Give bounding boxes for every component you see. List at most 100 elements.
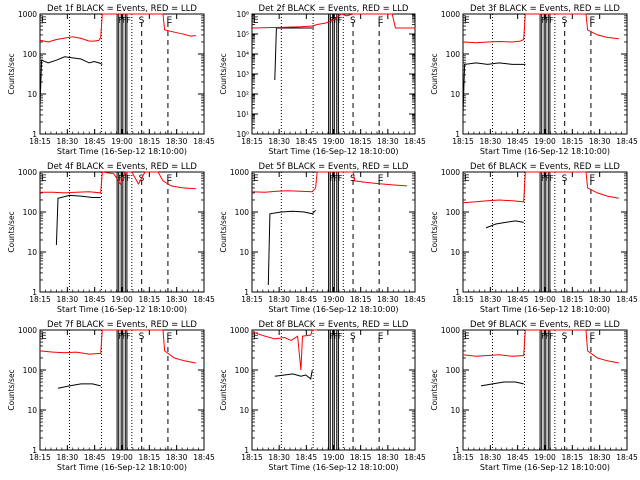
y-tick-label: 10 (239, 248, 249, 257)
x-tick-label: 18:30 (268, 137, 290, 146)
y-tick-label: 10² (236, 90, 249, 99)
x-tick-label: 18:15 (350, 137, 372, 146)
x-tick-label: 18:30 (480, 295, 502, 304)
x-tick-label: 18:30 (57, 453, 79, 462)
y-tick-label: 10⁰ (236, 130, 249, 139)
y-tick-label: 10 (450, 90, 460, 99)
lld-series-line (251, 329, 318, 371)
y-tick-label: 10⁴ (236, 50, 249, 59)
x-tick-label: 18:45 (616, 295, 638, 304)
x-axis-label: Start Time (16-Sep-12 18:10:00) (480, 147, 610, 156)
panel-title: Det 2f BLACK = Events, RED = LLD (259, 4, 409, 14)
x-tick-label: 18:15 (452, 295, 474, 304)
marker-label: F (126, 174, 131, 183)
x-tick-label: 18:30 (377, 453, 399, 462)
y-axis-label: Counts/sec (7, 211, 16, 252)
events-series-line (267, 209, 316, 286)
marker-label: E (378, 16, 384, 26)
panel-2: Det 2f BLACK = Events, RED = LLD 10⁰ 10¹ 10… (219, 4, 426, 156)
y-tick-label: 1 (455, 446, 460, 455)
y-tick-label: 1000 (18, 326, 37, 335)
x-tick-label: 18:30 (166, 295, 188, 304)
x-tick-label: 18:15 (350, 295, 372, 304)
plot-frame (462, 329, 628, 451)
x-tick-label: 18:30 (480, 453, 502, 462)
marker-label: F (118, 16, 123, 25)
lld-series-line (462, 13, 619, 44)
y-tick-label: 1000 (441, 168, 460, 177)
x-tick-label: 18:45 (193, 137, 215, 146)
x-tick-label: 18:45 (296, 137, 318, 146)
marker-label: F (549, 174, 554, 183)
events-series-line (55, 194, 101, 246)
events-series-line (274, 27, 314, 81)
events-series-line (462, 62, 526, 115)
y-tick-label: 1 (455, 130, 460, 139)
marker-label: S (139, 16, 145, 26)
x-axis-label: Start Time (16-Sep-12 18:10:00) (57, 463, 187, 472)
y-tick-label: 10⁵ (236, 30, 249, 39)
plot-frame (462, 13, 628, 135)
y-tick-label: 1000 (230, 326, 249, 335)
panel-title: Det 4f BLACK = Events, RED = LLD (47, 162, 197, 172)
x-tick-label: 18:45 (296, 295, 318, 304)
x-tick-label: 18:15 (139, 137, 161, 146)
marker-label: S (139, 332, 145, 342)
x-tick-label: 18:30 (589, 137, 611, 146)
marker-label: F (338, 16, 343, 25)
x-tick-label: 18:30 (166, 137, 188, 146)
x-axis-label: Start Time (16-Sep-12 18:10:00) (268, 305, 398, 314)
marker-label: F (330, 174, 335, 183)
marker-label: E (589, 332, 595, 342)
marker-label: E (253, 332, 259, 342)
plot-frame (39, 329, 205, 451)
x-tick-label: 18:15 (452, 453, 474, 462)
lld-series-line (251, 13, 415, 29)
x-axis-label: Start Time (16-Sep-12 18:10:00) (57, 147, 187, 156)
y-axis-label: Counts/sec (430, 53, 439, 94)
y-tick-label: 100 (446, 50, 461, 59)
marker-label: F (545, 174, 550, 183)
marker-label: F (126, 332, 131, 341)
x-tick-label: 18:30 (57, 137, 79, 146)
marker-label: S (562, 16, 568, 26)
y-tick-label: 1000 (230, 168, 249, 177)
x-tick-label: 18:30 (268, 295, 290, 304)
panel-5: Det 5f BLACK = Events, RED = LLD 1 10 100 10… (219, 162, 426, 314)
x-tick-label: 18:30 (268, 453, 290, 462)
plot-frame (39, 171, 205, 293)
marker-label: F (541, 174, 546, 183)
panel-title: Det 1f BLACK = Events, RED = LLD (47, 4, 197, 14)
x-tick-label: 18:45 (193, 453, 215, 462)
y-tick-label: 10 (27, 90, 37, 99)
x-tick-label: 18:15 (29, 453, 51, 462)
marker-label: F (549, 332, 554, 341)
y-tick-label: 10⁶ (236, 10, 249, 19)
panel-title: Det 5f BLACK = Events, RED = LLD (259, 162, 409, 172)
x-tick-label: 19:00 (534, 295, 556, 304)
panel-9: Det 9f BLACK = Events, RED = LLD 1 10 100 10… (430, 320, 638, 472)
x-axis-label: Start Time (16-Sep-12 18:10:00) (480, 463, 610, 472)
panel-3: Det 3f BLACK = Events, RED = LLD 1 10 100 10… (430, 4, 638, 156)
marker-label: F (545, 332, 550, 341)
x-tick-label: 18:15 (241, 295, 263, 304)
y-axis-label: Counts/sec (7, 369, 16, 410)
events-series-line (480, 381, 524, 387)
x-tick-label: 19:00 (323, 295, 345, 304)
events-series-line (485, 220, 524, 229)
y-tick-label: 1000 (441, 10, 460, 19)
marker-label: E (378, 174, 384, 184)
x-tick-label: 18:45 (507, 453, 529, 462)
lld-series-line (39, 13, 196, 43)
marker-label: E (464, 174, 470, 184)
y-tick-label: 100 (23, 208, 38, 217)
panel-title: Det 8f BLACK = Events, RED = LLD (259, 320, 409, 330)
marker-label: E (464, 332, 470, 342)
marker-label: E (378, 332, 384, 342)
marker-label: E (166, 16, 172, 26)
marker-label: S (350, 332, 356, 342)
y-tick-label: 1 (32, 288, 37, 297)
x-tick-label: 18:30 (377, 137, 399, 146)
y-tick-label: 100 (446, 208, 461, 217)
x-axis-label: Start Time (16-Sep-12 18:10:00) (480, 305, 610, 314)
